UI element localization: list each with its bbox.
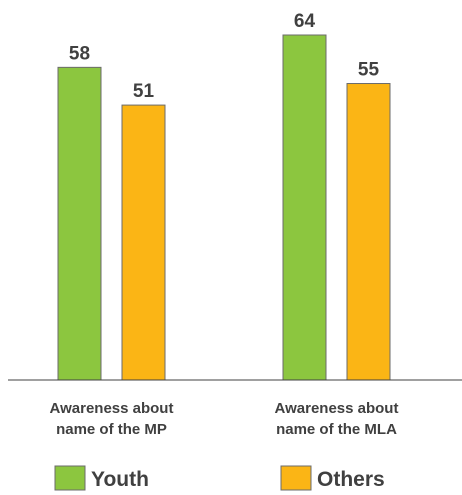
category-label-1-line-1: Awareness about bbox=[50, 400, 174, 417]
bars-group bbox=[57, 34, 391, 381]
legend-swatch-others bbox=[280, 465, 312, 491]
value-labels-group: 58 51 64 55 bbox=[69, 11, 380, 102]
bar-youth-1 bbox=[57, 66, 102, 381]
value-label-youth-2: 64 bbox=[294, 11, 316, 32]
bar-others-1 bbox=[121, 104, 166, 381]
legend-label-youth: Youth bbox=[91, 468, 149, 491]
legend-swatch-youth bbox=[54, 465, 86, 491]
legend-label-others: Others bbox=[317, 468, 385, 491]
value-label-others-1: 51 bbox=[133, 81, 155, 102]
category-label-1-line-2: name of the MP bbox=[56, 421, 167, 438]
value-label-others-2: 55 bbox=[358, 60, 380, 81]
category-label-2-line-1: Awareness about bbox=[275, 400, 399, 417]
bar-others-2 bbox=[346, 83, 391, 381]
bar-youth-2 bbox=[282, 34, 327, 381]
legend: Youth Others bbox=[54, 465, 385, 491]
value-label-youth-1: 58 bbox=[69, 43, 90, 64]
category-labels-group: Awareness about name of the MP Awareness a… bbox=[50, 400, 399, 438]
category-label-2-line-2: name of the MLA bbox=[276, 421, 397, 438]
